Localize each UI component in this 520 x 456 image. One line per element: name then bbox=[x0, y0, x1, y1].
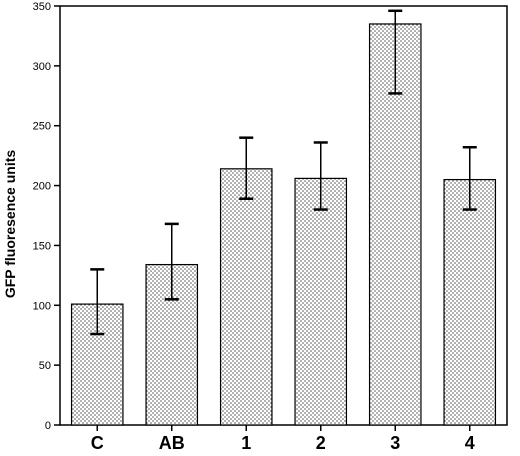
y-tick-label: 350 bbox=[33, 1, 51, 13]
y-tick-label: 100 bbox=[33, 300, 51, 312]
x-tick-label: 2 bbox=[316, 433, 326, 453]
bar-1 bbox=[219, 168, 273, 426]
y-tick-label: 250 bbox=[33, 121, 51, 133]
y-tick-label: 0 bbox=[45, 420, 51, 432]
y-axis-label: GFP fluoresence units bbox=[2, 150, 18, 299]
x-tick-label: AB bbox=[159, 433, 185, 453]
x-tick-label: 3 bbox=[390, 433, 400, 453]
bars bbox=[70, 23, 497, 426]
bar-4 bbox=[443, 178, 497, 426]
x-tick-label: 1 bbox=[241, 433, 251, 453]
error-bars bbox=[90, 9, 477, 336]
plot-frame bbox=[59, 5, 508, 426]
y-tick-label: 300 bbox=[33, 61, 51, 73]
y-tick-label: 150 bbox=[33, 240, 51, 252]
bar-2 bbox=[294, 177, 348, 426]
y-tick-label: 50 bbox=[39, 360, 51, 372]
x-tick-label: C bbox=[91, 433, 104, 453]
y-tick-label: 200 bbox=[33, 181, 51, 193]
x-tick-label: 4 bbox=[465, 433, 475, 453]
axes bbox=[54, 5, 508, 431]
labels: 0 50 100 150 200 250 300 350 C AB 1 2 3 4 bbox=[33, 1, 475, 453]
